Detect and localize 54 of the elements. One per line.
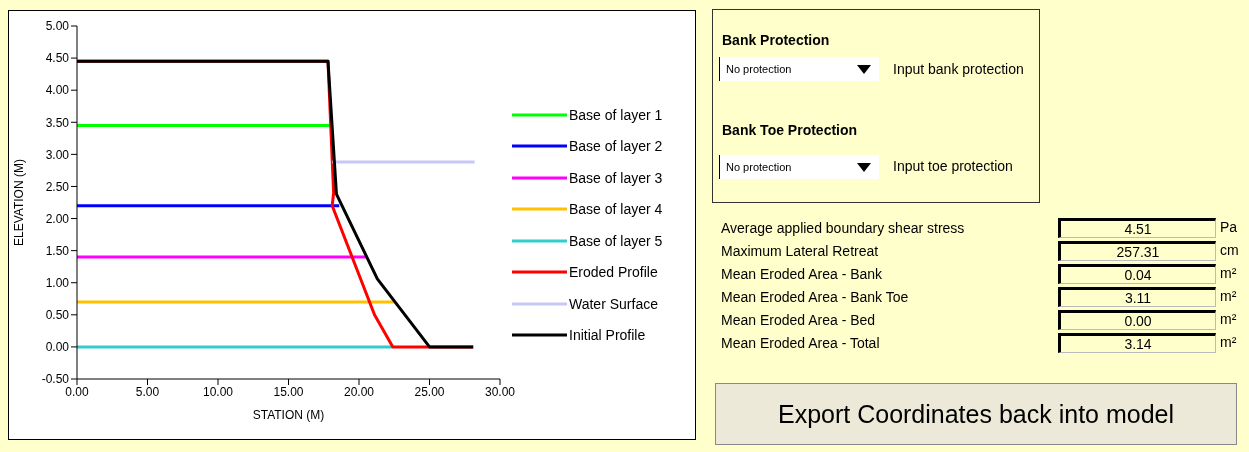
text: Bank Protection: [722, 32, 830, 48]
y-tick-label: 2.50: [45, 179, 70, 194]
category-label: Mean Eroded Area - Bank Toe: [721, 289, 909, 305]
text: Export Coordinates back into model: [715, 383, 1237, 445]
x-tick-label: 15.00: [273, 384, 304, 399]
text: 257.31: [1116, 244, 1160, 260]
text: m²: [1220, 311, 1237, 327]
y-tick-label: 4.50: [45, 51, 70, 66]
y-tick-label: 3.50: [45, 115, 70, 130]
text: 0.00: [1124, 313, 1152, 329]
y-tick-label: 0.00: [45, 340, 70, 355]
x-tick-label: 5.00: [135, 384, 160, 399]
category-label: Mean Eroded Area - Bed: [721, 312, 876, 328]
x-tick-label: 30.00: [484, 384, 516, 399]
legend-label: Initial Profile: [569, 327, 646, 344]
x-axis-title: STATION (M): [252, 408, 325, 422]
y-tick-label: 2.00: [45, 211, 70, 226]
category-label: Average applied boundary shear stress: [721, 220, 965, 236]
y-tick-label: 3.00: [45, 147, 70, 162]
legend-label: Base of layer 4: [569, 201, 663, 218]
category-label: Maximum Lateral Retreat: [721, 243, 879, 259]
legend-label: Base of layer 5: [569, 232, 663, 249]
y-tick-label: 5.00: [45, 19, 70, 34]
text: No protection: [726, 63, 792, 75]
y-tick-label: 1.00: [45, 275, 70, 290]
legend-label: Base of layer 3: [569, 169, 663, 186]
text: Bank Toe Protection: [722, 122, 858, 138]
y-tick-label: -0.50: [41, 372, 70, 387]
legend-label: Base of layer 1: [569, 106, 663, 123]
text: Input bank protection: [893, 61, 1024, 77]
x-tick-label: 25.00: [414, 384, 445, 399]
y-tick-label: 4.00: [45, 83, 70, 98]
legend-label: Base of layer 2: [569, 138, 663, 155]
text: Pa: [1220, 219, 1238, 235]
text: 3.14: [1124, 336, 1152, 352]
text: m²: [1220, 334, 1237, 350]
text: m²: [1220, 265, 1237, 281]
x-tick-label: 10.00: [202, 384, 234, 399]
x-tick-label: 20.00: [343, 384, 375, 399]
text: m²: [1220, 288, 1237, 304]
y-tick-label: 0.50: [45, 308, 70, 323]
text: 4.51: [1124, 221, 1152, 237]
x-tick-label: 0.00: [65, 384, 89, 399]
text: 0.04: [1124, 267, 1152, 283]
y-axis-title: ELEVATION (M): [12, 159, 27, 246]
y-tick-label: 1.50: [45, 243, 70, 258]
category-label: Mean Eroded Area - Bank: [721, 266, 883, 282]
text: No protection: [726, 161, 792, 173]
legend-label: Water Surface: [569, 295, 658, 312]
text: cm: [1220, 242, 1239, 258]
category-label: Mean Eroded Area - Total: [721, 335, 880, 351]
legend-label: Eroded Profile: [569, 264, 658, 281]
text: 3.11: [1124, 290, 1152, 306]
text: Input toe protection: [893, 158, 1013, 174]
